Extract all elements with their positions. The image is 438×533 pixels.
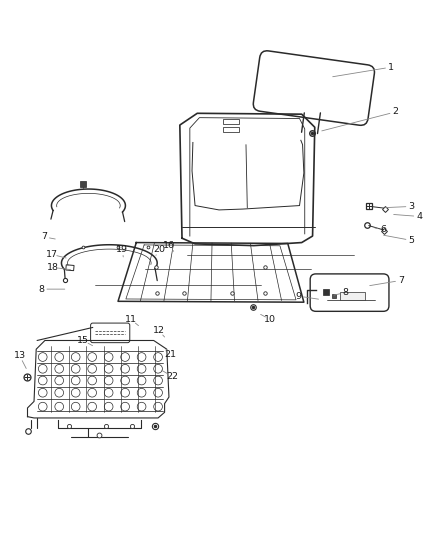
- Text: 11: 11: [125, 315, 137, 324]
- Bar: [66, 265, 74, 271]
- Text: 2: 2: [392, 108, 398, 117]
- FancyBboxPatch shape: [310, 274, 389, 311]
- Text: 8: 8: [342, 288, 348, 297]
- Text: 22: 22: [166, 372, 178, 381]
- Text: 6: 6: [381, 225, 386, 235]
- Polygon shape: [118, 243, 304, 302]
- Text: 8: 8: [39, 285, 44, 294]
- Text: 19: 19: [117, 246, 128, 254]
- Text: 21: 21: [164, 350, 176, 359]
- FancyBboxPatch shape: [223, 127, 239, 132]
- FancyBboxPatch shape: [253, 51, 374, 125]
- Text: 17: 17: [46, 250, 57, 259]
- FancyBboxPatch shape: [91, 323, 130, 343]
- Text: 7: 7: [41, 232, 47, 241]
- Text: 20: 20: [153, 246, 165, 254]
- Text: 5: 5: [408, 236, 414, 245]
- Text: 15: 15: [77, 336, 89, 345]
- Polygon shape: [28, 341, 169, 418]
- FancyBboxPatch shape: [223, 119, 239, 124]
- Text: 10: 10: [265, 315, 276, 324]
- Text: 1: 1: [388, 63, 394, 71]
- Text: 16: 16: [163, 241, 175, 250]
- Text: 12: 12: [153, 326, 165, 335]
- Text: 3: 3: [408, 202, 414, 211]
- FancyBboxPatch shape: [340, 292, 365, 300]
- Text: 9: 9: [295, 292, 301, 301]
- Text: 13: 13: [14, 351, 26, 360]
- Text: 7: 7: [398, 276, 404, 285]
- Text: 18: 18: [47, 263, 59, 272]
- Text: 4: 4: [416, 212, 422, 221]
